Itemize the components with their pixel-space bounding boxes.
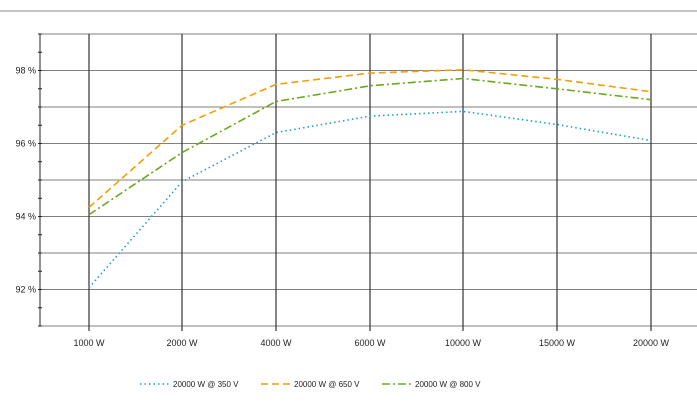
x-tick-label: 4000 W <box>260 338 292 348</box>
y-tick-label: 98 % <box>15 66 36 76</box>
legend-label: 20000 W @ 350 V <box>173 380 239 389</box>
legend: 20000 W @ 350 V 20000 W @ 650 V 20000 W @ … <box>140 380 481 389</box>
x-tick-label: 10000 W <box>445 338 482 348</box>
grid-layer <box>40 33 697 331</box>
x-tick-label: 1000 W <box>73 338 105 348</box>
y-tick-label: 92 % <box>15 285 36 295</box>
series-line <box>88 110 652 289</box>
axis-layer <box>38 33 42 327</box>
legend-label: 20000 W @ 650 V <box>294 380 360 389</box>
legend-label: 20000 W @ 800 V <box>415 380 481 389</box>
y-tick-label: 94 % <box>15 212 36 222</box>
series-line <box>88 77 652 216</box>
x-tick-label: 6000 W <box>354 338 386 348</box>
x-tick-label: 15000 W <box>539 338 576 348</box>
tick-labels: 92 % 94 % 96 % 98 % 1000 W 2000 W 4000 W 6000 W… <box>15 66 669 349</box>
x-tick-label: 2000 W <box>166 338 198 348</box>
series-line <box>88 68 652 208</box>
y-tick-label: 96 % <box>15 139 36 149</box>
x-tick-label: 20000 W <box>633 338 670 348</box>
series-layer <box>88 68 652 289</box>
